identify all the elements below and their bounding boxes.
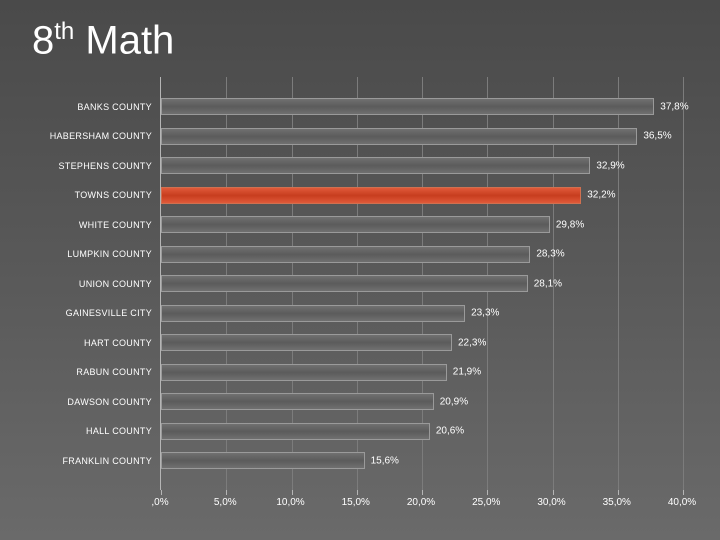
bar [161, 216, 550, 233]
x-tick-label: ,0% [151, 497, 168, 508]
category-label: HART COUNTY [84, 338, 152, 348]
chart-row: UNION COUNTY 28,1% [34, 269, 682, 299]
category-label: FRANKLIN COUNTY [62, 456, 152, 466]
chart-row: DAWSON COUNTY 20,9% [34, 387, 682, 417]
page-title: 8th Math [32, 18, 686, 63]
bar [161, 98, 654, 115]
x-tick-label: 40,0% [668, 497, 696, 508]
chart-row: GAINESVILLE CITY 23,3% [34, 299, 682, 329]
x-tick-label: 25,0% [472, 497, 500, 508]
value-label: 21,9% [453, 367, 481, 378]
title-main: 8 [32, 18, 54, 62]
value-label: 28,3% [536, 249, 564, 260]
bar [161, 246, 530, 263]
value-label: 32,9% [596, 160, 624, 171]
x-tick-label: 10,0% [276, 497, 304, 508]
category-label: WHITE COUNTY [79, 220, 152, 230]
x-tick-label: 5,0% [214, 497, 237, 508]
category-label: RABUN COUNTY [76, 367, 152, 377]
chart-row: TOWNS COUNTY 32,2% [34, 181, 682, 211]
bar-chart: ,0%5,0%10,0%15,0%20,0%25,0%30,0%35,0%40,… [34, 77, 682, 516]
bar [161, 128, 637, 145]
value-label: 29,8% [556, 219, 584, 230]
chart-row: HALL COUNTY 20,6% [34, 417, 682, 447]
value-label: 20,9% [440, 396, 468, 407]
category-label: LUMPKIN COUNTY [67, 249, 152, 259]
bar [161, 334, 452, 351]
value-label: 22,3% [458, 337, 486, 348]
chart-row: LUMPKIN COUNTY 28,3% [34, 240, 682, 270]
chart-row: FRANKLIN COUNTY 15,6% [34, 446, 682, 476]
category-label: DAWSON COUNTY [67, 397, 152, 407]
slide: 8th Math ,0% 5,0% 10,0% 15,0% 20,0% 25,0% 30,0… [0, 0, 720, 540]
bar [161, 393, 434, 410]
grid-line [683, 77, 684, 490]
x-tick-label: 30,0% [537, 497, 565, 508]
category-label: GAINESVILLE CITY [66, 308, 152, 318]
bar [161, 452, 365, 469]
value-label: 20,6% [436, 426, 464, 437]
category-label: UNION COUNTY [79, 279, 152, 289]
category-label: BANKS COUNTY [77, 102, 152, 112]
value-label: 37,8% [660, 101, 688, 112]
category-label: HALL COUNTY [86, 426, 152, 436]
title-sup: th [54, 18, 74, 45]
bar [161, 364, 447, 381]
chart-row: STEPHENS COUNTY 32,9% [34, 151, 682, 181]
chart-row: HART COUNTY 22,3% [34, 328, 682, 358]
bar [161, 157, 590, 174]
value-label: 23,3% [471, 308, 499, 319]
value-label: 32,2% [587, 190, 615, 201]
bar [161, 305, 465, 322]
x-tick-label: 35,0% [603, 497, 631, 508]
category-label: TOWNS COUNTY [75, 190, 152, 200]
x-axis-labels: ,0%5,0%10,0%15,0%20,0%25,0%30,0%35,0%40,… [160, 493, 682, 513]
bar [161, 423, 430, 440]
bar-highlight [161, 187, 581, 204]
x-tick-label: 20,0% [407, 497, 435, 508]
x-tick-label: 15,0% [342, 497, 370, 508]
bar [161, 275, 528, 292]
value-label: 28,1% [534, 278, 562, 289]
category-label: HABERSHAM COUNTY [50, 131, 152, 141]
chart-row: BANKS COUNTY37,8% [34, 92, 682, 122]
category-label: STEPHENS COUNTY [58, 161, 152, 171]
tick-mark [683, 490, 684, 495]
chart-row: RABUN COUNTY 21,9% [34, 358, 682, 388]
value-label: 15,6% [371, 455, 399, 466]
chart-row: HABERSHAM COUNTY 36,5% [34, 122, 682, 152]
title-rest: Math [74, 18, 174, 62]
chart-row: WHITE COUNTY 29,8% [34, 210, 682, 240]
value-label: 36,5% [643, 131, 671, 142]
